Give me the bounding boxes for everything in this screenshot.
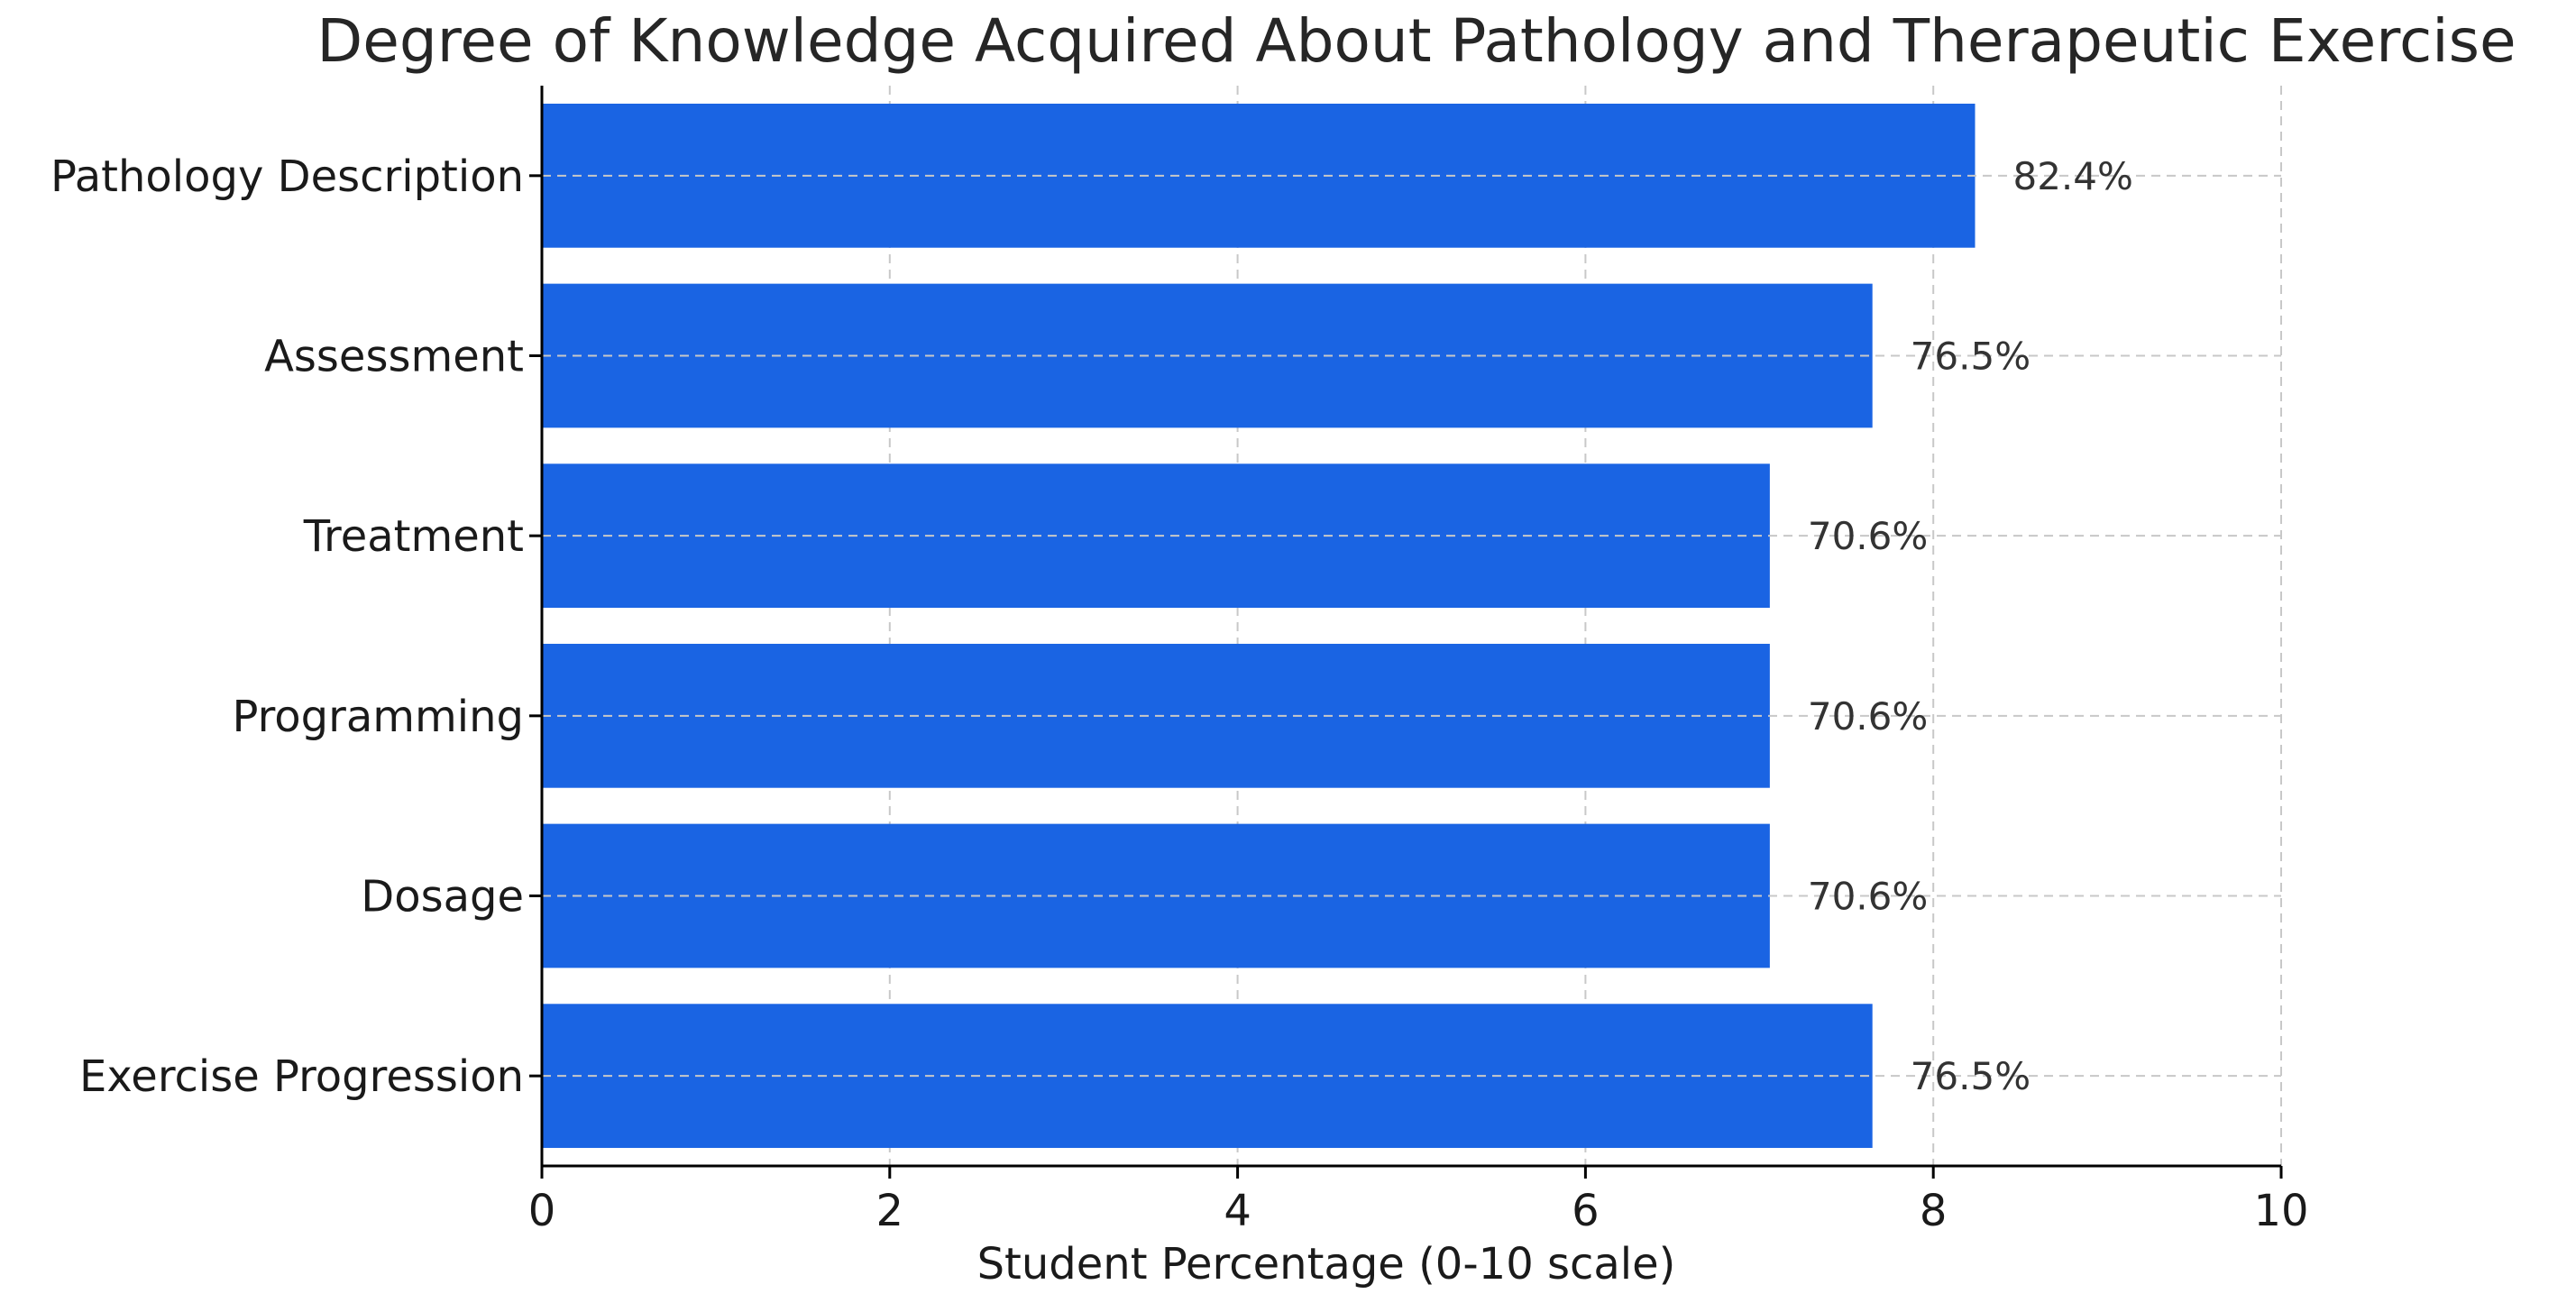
x-tick-label: 6 (1572, 1186, 1600, 1236)
chart-title: Degree of Knowledge Acquired About Patho… (316, 6, 2516, 76)
category-label: Treatment (303, 511, 524, 562)
labels: Pathology Description 82.4% Assessment 76.5… (50, 151, 2309, 1236)
category-label: Assessment (264, 332, 524, 382)
x-axis-title: Student Percentage (0-10 scale) (977, 1239, 1676, 1289)
x-tick-label: 10 (2253, 1186, 2308, 1236)
category-label: Programming (232, 692, 524, 742)
grid-lines (888, 86, 2282, 1166)
horizontal-grid-lines (542, 174, 2281, 1078)
category-label: Dosage (361, 872, 524, 922)
category-label: Pathology Description (50, 151, 524, 202)
data-label: 76.5% (1911, 1054, 2031, 1098)
x-tick-label: 4 (1224, 1186, 1251, 1236)
data-label: 70.6% (1808, 694, 1928, 739)
data-label: 70.6% (1808, 514, 1928, 558)
data-label: 76.5% (1911, 335, 2031, 379)
x-tick-label: 8 (1920, 1186, 1948, 1236)
bars (542, 103, 1976, 1149)
axes (529, 86, 2283, 1179)
data-label: 70.6% (1808, 875, 1928, 919)
x-tick-label: 2 (876, 1186, 904, 1236)
x-tick-label: 0 (528, 1186, 556, 1236)
data-label: 82.4% (2012, 154, 2132, 198)
category-label: Exercise Progression (79, 1051, 524, 1102)
